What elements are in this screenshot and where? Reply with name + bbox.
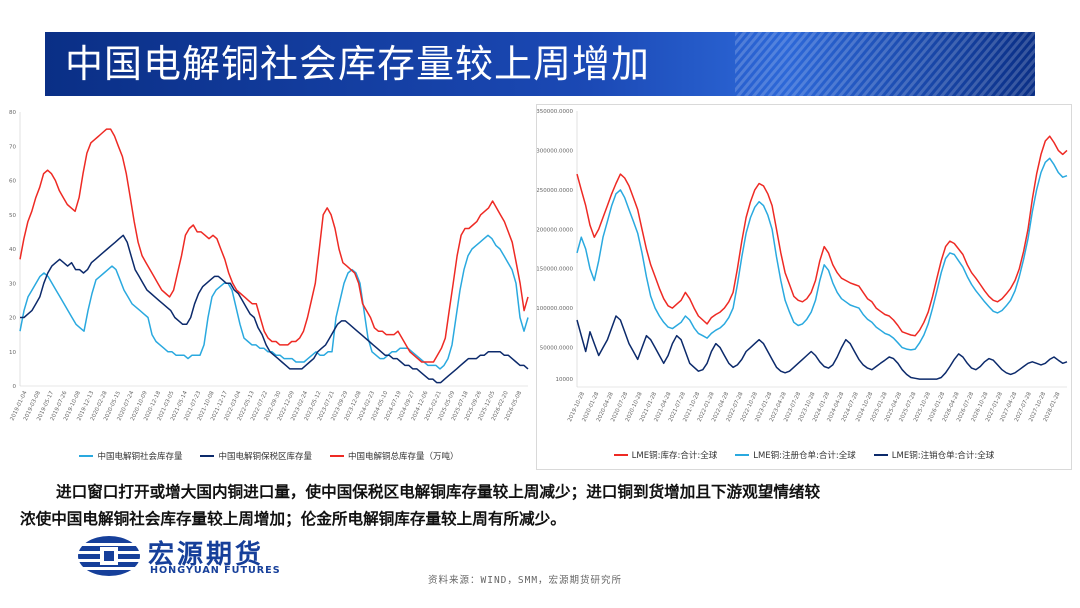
legend-swatch — [873, 454, 888, 456]
right-chart-y-tick-label: 300000.0000 — [537, 148, 573, 154]
summary-text: 进口窗口打开或增大国内铜进口量，使中国保税区电解铜库存量较上周减少；进口铜到货增… — [20, 478, 1065, 532]
left-chart-y-tick-label: 10 — [9, 350, 16, 356]
legend-swatch — [200, 455, 215, 457]
left-chart-series-line-0 — [19, 234, 529, 370]
title-banner: 中国电解铜社会库存量较上周增加 — [45, 32, 1035, 96]
left-chart-y-tick-label: 20 — [9, 316, 16, 322]
page-title: 中国电解铜社会库存量较上周增加 — [65, 42, 651, 86]
hongyuan-logo-icon — [76, 536, 142, 576]
left-chart-legend: 中国电解铜社会库存量 中国电解铜保税区库存量 中国电解铜总库存量（万吨） — [8, 450, 530, 462]
right-chart-y-tick-label: 100000.0000 — [537, 306, 573, 312]
right-chart-series-line-2 — [576, 315, 1068, 380]
lme-copper-inventory-chart: 10000 50000.0000 100000.0000 150000.0000 200… — [536, 104, 1072, 470]
legend-item-total: 中国电解铜总库存量（万吨） — [330, 450, 459, 462]
right-chart-y-tick-label: 250000.0000 — [537, 188, 573, 194]
legend-item-lme-total: LME铜:库存:合计:全球 — [613, 449, 718, 461]
legend-label: LME铜:注销仓单:合计:全球 — [891, 451, 995, 461]
legend-label: LME铜:注册仓单:合计:全球 — [753, 451, 856, 461]
data-source-note: 资料来源：WIND，SMM，宏源期货研究所 — [428, 575, 623, 586]
legend-item-lme-registered: LME铜:注册仓单:合计:全球 — [735, 449, 856, 461]
left-chart-y-tick-label: 30 — [9, 281, 16, 287]
left-chart-y-tick-label: 80 — [9, 110, 16, 116]
right-chart-series-line-0 — [576, 135, 1068, 337]
legend-label: LME铜:库存:合计:全球 — [631, 451, 718, 461]
left-chart-y-tick-label: 40 — [9, 247, 16, 253]
banner-stripes-decoration — [735, 32, 1035, 96]
left-chart-y-tick-label: 60 — [9, 179, 16, 185]
summary-line-2: 浓使中国电解铜社会库存量较上周增加；伦金所电解铜库存量较上周有所减少。 — [20, 509, 566, 528]
company-logo: 宏源期货 HONGYUAN FUTURES — [76, 534, 316, 578]
legend-swatch — [735, 454, 750, 456]
right-chart-legend: LME铜:库存:合计:全球 LME铜:注册仓单:合计:全球 LME铜:注销仓单:… — [537, 449, 1071, 461]
left-chart-y-tick-label: 70 — [9, 144, 16, 150]
china-copper-inventory-chart: 0 10 20 30 40 50 60 70 80 2019-01-04 2019-03-08 201… — [8, 104, 530, 470]
legend-swatch — [330, 455, 344, 457]
legend-label: 中国电解铜社会库存量 — [97, 452, 183, 462]
legend-item-bonded: 中国电解铜保税区库存量 — [200, 450, 312, 462]
left-chart-y-tick-label: 50 — [9, 213, 16, 219]
legend-swatch — [613, 454, 628, 456]
legend-label: 中国电解铜总库存量（万吨） — [348, 452, 459, 462]
right-chart-y-tick-label: 150000.0000 — [537, 267, 573, 273]
left-chart-series-line-1 — [20, 234, 529, 384]
legend-label: 中国电解铜保税区库存量 — [218, 452, 312, 462]
logo-chinese-name: 宏源期货 — [148, 540, 265, 570]
right-chart-svg: 10000 50000.0000 100000.0000 150000.0000 200… — [536, 109, 1068, 423]
summary-line-1: 进口窗口打开或增大国内铜进口量，使中国保税区电解铜库存量较上周减少；进口铜到货增… — [56, 482, 821, 501]
right-chart-y-tick-label: 10000 — [556, 377, 574, 383]
legend-item-lme-cancelled: LME铜:注销仓单:合计:全球 — [873, 449, 995, 461]
left-chart-svg: 010203040506070802019-01-042019-03-08201… — [9, 110, 529, 422]
legend-swatch — [79, 455, 94, 457]
logo-english-name: HONGYUAN FUTURES — [150, 565, 281, 576]
right-chart-series-line-1 — [576, 157, 1068, 351]
legend-item-social: 中国电解铜社会库存量 — [79, 450, 182, 462]
right-chart-y-tick-label: 200000.0000 — [537, 227, 573, 233]
left-chart-series-line-2 — [19, 128, 529, 363]
right-chart-y-tick-label: 350000.0000 — [537, 109, 573, 115]
left-chart-y-tick-label: 0 — [13, 384, 17, 390]
right-chart-y-tick-label: 50000.0000 — [540, 346, 574, 352]
